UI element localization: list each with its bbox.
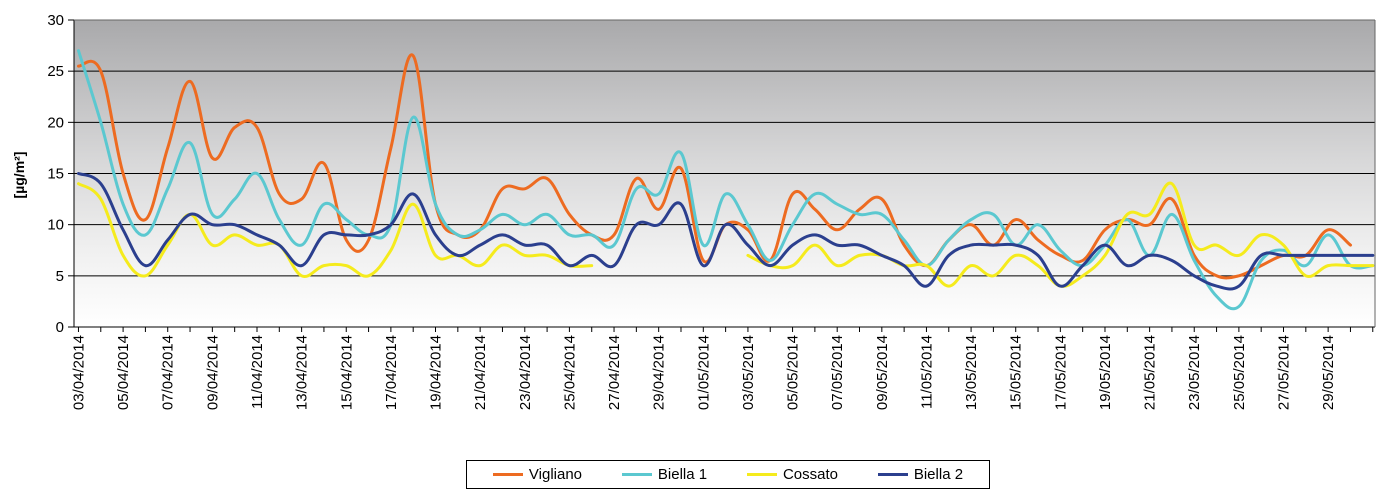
x-tick-label: 21/04/2014 [472, 335, 489, 410]
x-tick-label: 11/04/2014 [249, 335, 266, 409]
legend-label: Cossato [782, 466, 838, 483]
x-tick-label: 13/05/2014 [963, 335, 980, 410]
x-tick-label: 19/04/2014 [428, 335, 445, 410]
x-tick-label: 23/05/2014 [1186, 335, 1203, 410]
x-tick-label: 15/05/2014 [1008, 335, 1025, 410]
legend-label: Biella 2 [913, 466, 964, 483]
series-line-biella-2 [77, 172, 1375, 291]
x-tick-label: 05/04/2014 [115, 335, 132, 410]
y-tick-label: 30 [47, 12, 64, 29]
y-axis-label: [µg/m²] [11, 152, 27, 199]
x-tick-label: 09/04/2014 [204, 335, 221, 410]
x-tick-label: 27/05/2014 [1276, 335, 1293, 410]
y-tick-label: 0 [56, 319, 64, 336]
legend-swatch-biella-1 [621, 473, 652, 476]
x-tick-label: 07/05/2014 [829, 335, 846, 410]
x-tick-label: 27/04/2014 [606, 335, 623, 410]
series-line-cossato [77, 182, 594, 278]
y-tick-label: 25 [47, 63, 64, 80]
y-tick-label: 15 [47, 166, 64, 183]
x-tick-label: 19/05/2014 [1097, 335, 1114, 410]
legend-item: Biella 1 [621, 466, 708, 483]
legend: Vigliano Biella 1 Cossato Biella 2 [466, 460, 990, 489]
x-tick-label: 03/05/2014 [740, 335, 757, 410]
legend-item: Biella 2 [877, 466, 964, 483]
y-tick-label: 5 [56, 268, 64, 285]
legend-label: Biella 1 [657, 466, 708, 483]
y-tick-label: 20 [47, 114, 64, 131]
y-tick-label: 10 [47, 217, 64, 234]
x-tick-label: 25/04/2014 [561, 335, 578, 410]
x-tick-label: 05/05/2014 [785, 335, 802, 410]
legend-item: Vigliano [492, 466, 583, 483]
legend-item: Cossato [746, 466, 838, 483]
x-tick-label: 29/04/2014 [651, 335, 668, 410]
x-tick-label: 15/04/2014 [338, 335, 355, 410]
x-tick-label: 03/04/2014 [70, 335, 87, 410]
x-tick-label: 11/05/2014 [918, 335, 935, 409]
x-tick-label: 29/05/2014 [1320, 335, 1337, 410]
x-tick-label: 17/04/2014 [383, 335, 400, 410]
x-tick-label: 17/05/2014 [1052, 335, 1069, 410]
legend-swatch-cossato [746, 473, 777, 476]
x-tick-label: 13/04/2014 [294, 335, 311, 410]
x-tick-label: 23/04/2014 [517, 335, 534, 410]
x-tick-label: 07/04/2014 [160, 335, 177, 410]
legend-swatch-vigliano [492, 473, 523, 476]
legend-swatch-biella-2 [877, 473, 908, 476]
x-tick-label: 21/05/2014 [1142, 335, 1159, 410]
x-tick-label: 25/05/2014 [1231, 335, 1248, 410]
x-tick-label: 01/05/2014 [695, 335, 712, 410]
x-tick-label: 09/05/2014 [874, 335, 891, 410]
legend-label: Vigliano [528, 466, 583, 483]
